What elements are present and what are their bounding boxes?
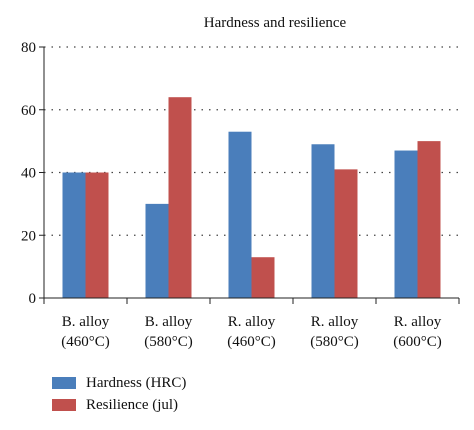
x-tick-label: (580°C) — [310, 334, 359, 350]
gridlines — [44, 46, 459, 236]
y-tick-labels: 0 20 40 60 80 — [21, 40, 44, 307]
x-tick-label: (600°C) — [393, 334, 442, 350]
chart-title: Hardness and resilience — [204, 15, 347, 31]
legend-item-resilience: Resilience (jul) — [52, 394, 186, 416]
bar-hardness — [394, 150, 418, 298]
y-tick-label: 80 — [21, 40, 36, 56]
bar-hardness — [145, 203, 169, 298]
legend-item-hardness: Hardness (HRC) — [52, 372, 186, 394]
bar-hardness — [228, 131, 252, 298]
bar-resilience — [85, 172, 109, 298]
x-tick-label: R. alloy — [394, 314, 442, 330]
x-tick-label: R. alloy — [228, 314, 276, 330]
x-tick-label: (460°C) — [227, 334, 276, 350]
x-tick-label: R. alloy — [311, 314, 359, 330]
bar-hardness — [311, 144, 335, 298]
y-tick-label: 0 — [29, 291, 37, 307]
x-tick-label: (460°C) — [61, 334, 110, 350]
x-tick-label: B. alloy — [145, 314, 193, 330]
legend-swatch-hardness — [52, 377, 76, 389]
y-tick-label: 60 — [21, 103, 36, 119]
bars — [62, 97, 441, 298]
x-tick-labels: B. alloy (460°C) B. alloy (580°C) R. alloy (4… — [43, 298, 460, 350]
legend-swatch-resilience — [52, 399, 76, 411]
bar-resilience — [417, 141, 441, 298]
legend-label-hardness: Hardness (HRC) — [86, 374, 187, 391]
legend: Hardness (HRC) Resilience (jul) — [52, 372, 186, 416]
legend-label-resilience: Resilience (jul) — [86, 396, 179, 413]
bar-hardness — [62, 172, 86, 298]
y-tick-label: 20 — [21, 228, 36, 244]
x-tick-label: B. alloy — [62, 314, 110, 330]
y-tick-label: 40 — [21, 166, 36, 182]
bar-resilience — [334, 169, 358, 298]
bar-resilience — [168, 97, 192, 298]
bar-resilience — [251, 257, 275, 298]
x-tick-label: (580°C) — [144, 334, 193, 350]
